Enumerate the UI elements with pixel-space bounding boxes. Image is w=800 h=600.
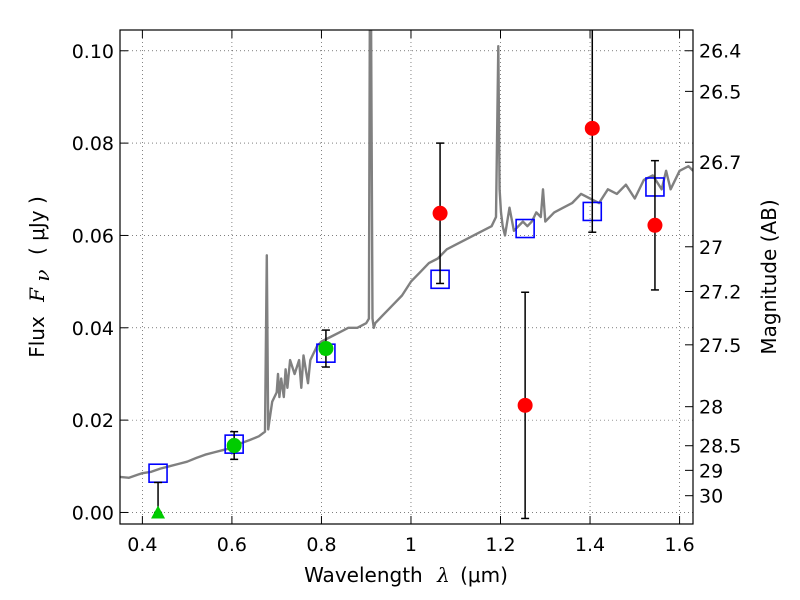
mag-tick-label: 27 [699, 237, 723, 259]
mag-tick-label: 29 [699, 460, 723, 482]
y2-axis-label: Magnitude (AB) [757, 199, 781, 354]
ticks: 0.4 0.6 0.8 1 1.2 1.4 1.6 0.00 0.02 0.04 0.06 0.08 0… [72, 30, 741, 556]
ir-measurement-point [584, 120, 600, 136]
y-axis-label-unit: ( μJy ) [25, 196, 49, 255]
x-tick-label: 0.6 [217, 534, 247, 556]
x-axis-label-symbol: λ [436, 563, 450, 587]
optical-measurement-point [318, 341, 334, 357]
mag-tick-label: 26.5 [699, 81, 741, 103]
x-tick-label: 0.8 [306, 534, 336, 556]
mag-tick-label: 27.2 [699, 281, 741, 303]
plot-area [120, 30, 693, 520]
upper-limit-triangle [151, 505, 166, 519]
ir-measurement-point [517, 397, 533, 413]
x-tick-label: 1.6 [664, 534, 694, 556]
mag-tick-label: 30 [699, 486, 723, 508]
x-axis-label: Wavelength λ (μm) [304, 563, 508, 587]
mag-tick-label: 26.7 [699, 152, 741, 174]
x-tick-label: 1.4 [575, 534, 605, 556]
y-axis-label: Flux F ν ( μJy ) [25, 196, 54, 358]
y-axis-label-symbol: F [25, 287, 49, 303]
plot-frame [119, 29, 694, 525]
y-axis-label-group: Flux F ν ( μJy ) [25, 196, 54, 358]
y-tick-label: 0.04 [72, 318, 114, 340]
mag-tick-label: 26.4 [699, 41, 741, 63]
y-tick-label: 0.00 [72, 502, 114, 524]
mag-tick-label: 28.5 [699, 436, 741, 458]
ir-measurement-point [647, 217, 663, 233]
mag-tick-label: 27.5 [699, 335, 741, 357]
y2-axis-label-group: Magnitude (AB) [757, 199, 781, 354]
series-layer [120, 30, 693, 479]
x-axis-label-prefix: Wavelength [304, 563, 423, 587]
x-tick-label: 1 [405, 534, 417, 556]
y-tick-label: 0.06 [72, 225, 114, 247]
mag-tick-label: 28 [699, 397, 723, 419]
x-tick-label: 0.4 [127, 534, 157, 556]
y-axis-label-subscript: ν [30, 269, 54, 281]
y-tick-label: 0.10 [72, 41, 114, 63]
marker-layer [148, 30, 665, 520]
x-axis-label-unit: (μm) [460, 563, 508, 587]
y-tick-label: 0.08 [72, 133, 114, 155]
optical-measurement-point [226, 438, 242, 454]
model-photometry-square [515, 218, 535, 239]
x-tick-label: 1.2 [485, 534, 515, 556]
spectrum-line [120, 30, 693, 479]
ir-measurement-point [432, 205, 448, 221]
y-axis-label-prefix: Flux [25, 316, 49, 358]
y-tick-label: 0.02 [72, 410, 114, 432]
